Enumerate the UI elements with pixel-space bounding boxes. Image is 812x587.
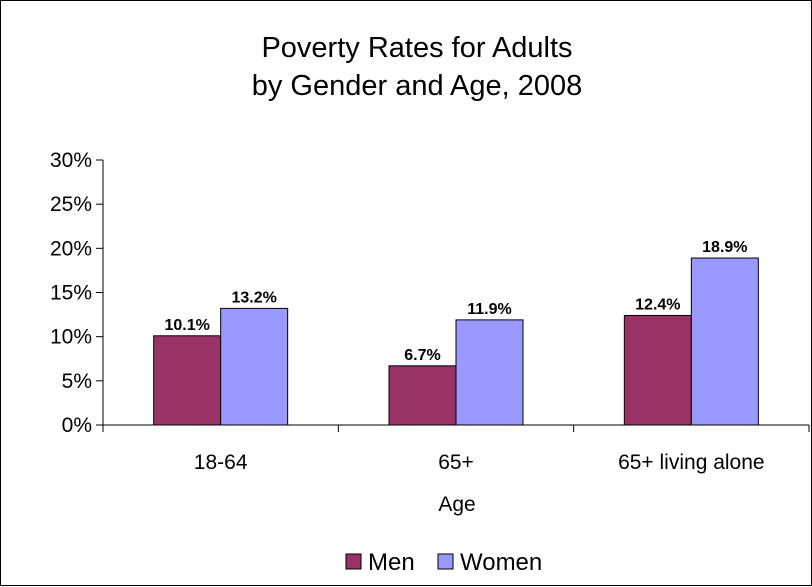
bar-women-1 bbox=[220, 307, 289, 426]
data-label-men-2: 6.7% bbox=[404, 347, 440, 364]
data-label-men-1: 10.1% bbox=[164, 317, 209, 334]
bar-women-3 bbox=[690, 257, 759, 426]
y-tick-label: 5% bbox=[62, 370, 92, 393]
legend-swatch-women bbox=[437, 553, 454, 570]
legend-swatch-men bbox=[345, 553, 362, 570]
x-tick-label: 18-64 bbox=[194, 451, 248, 474]
x-tick-label: 65+ living alone bbox=[618, 451, 765, 474]
bar-men-1 bbox=[153, 335, 222, 426]
y-tick-label: 0% bbox=[62, 414, 92, 437]
chart-title: Poverty Rates for Adults bbox=[261, 32, 572, 64]
y-tick-label: 15% bbox=[50, 282, 92, 305]
data-label-women-1: 13.2% bbox=[231, 289, 276, 306]
x-tick-label: 65+ bbox=[438, 451, 474, 474]
data-label-women-3: 18.9% bbox=[702, 239, 747, 256]
bar-women-2 bbox=[455, 319, 524, 426]
x-axis-label: Age bbox=[438, 493, 475, 516]
legend-label-men: Men bbox=[368, 549, 415, 576]
legend: Men Women bbox=[345, 549, 542, 576]
data-label-men-3: 12.4% bbox=[635, 296, 680, 313]
y-tick-label: 10% bbox=[50, 326, 92, 349]
bar-men-3 bbox=[623, 314, 692, 426]
y-tick-label: 25% bbox=[50, 193, 92, 216]
y-tick-label: 20% bbox=[50, 237, 92, 260]
y-tick-label: 30% bbox=[50, 149, 92, 172]
plot-area: 10.1% 6.7% 12.4% 13.2% 11.9% 18.9% 0% 5% 10% 15% 2… bbox=[50, 149, 810, 474]
bar-men-2 bbox=[388, 365, 457, 426]
legend-label-women: Women bbox=[460, 549, 542, 576]
data-label-women-2: 11.9% bbox=[467, 301, 511, 318]
chart-subtitle: by Gender and Age, 2008 bbox=[252, 70, 583, 102]
